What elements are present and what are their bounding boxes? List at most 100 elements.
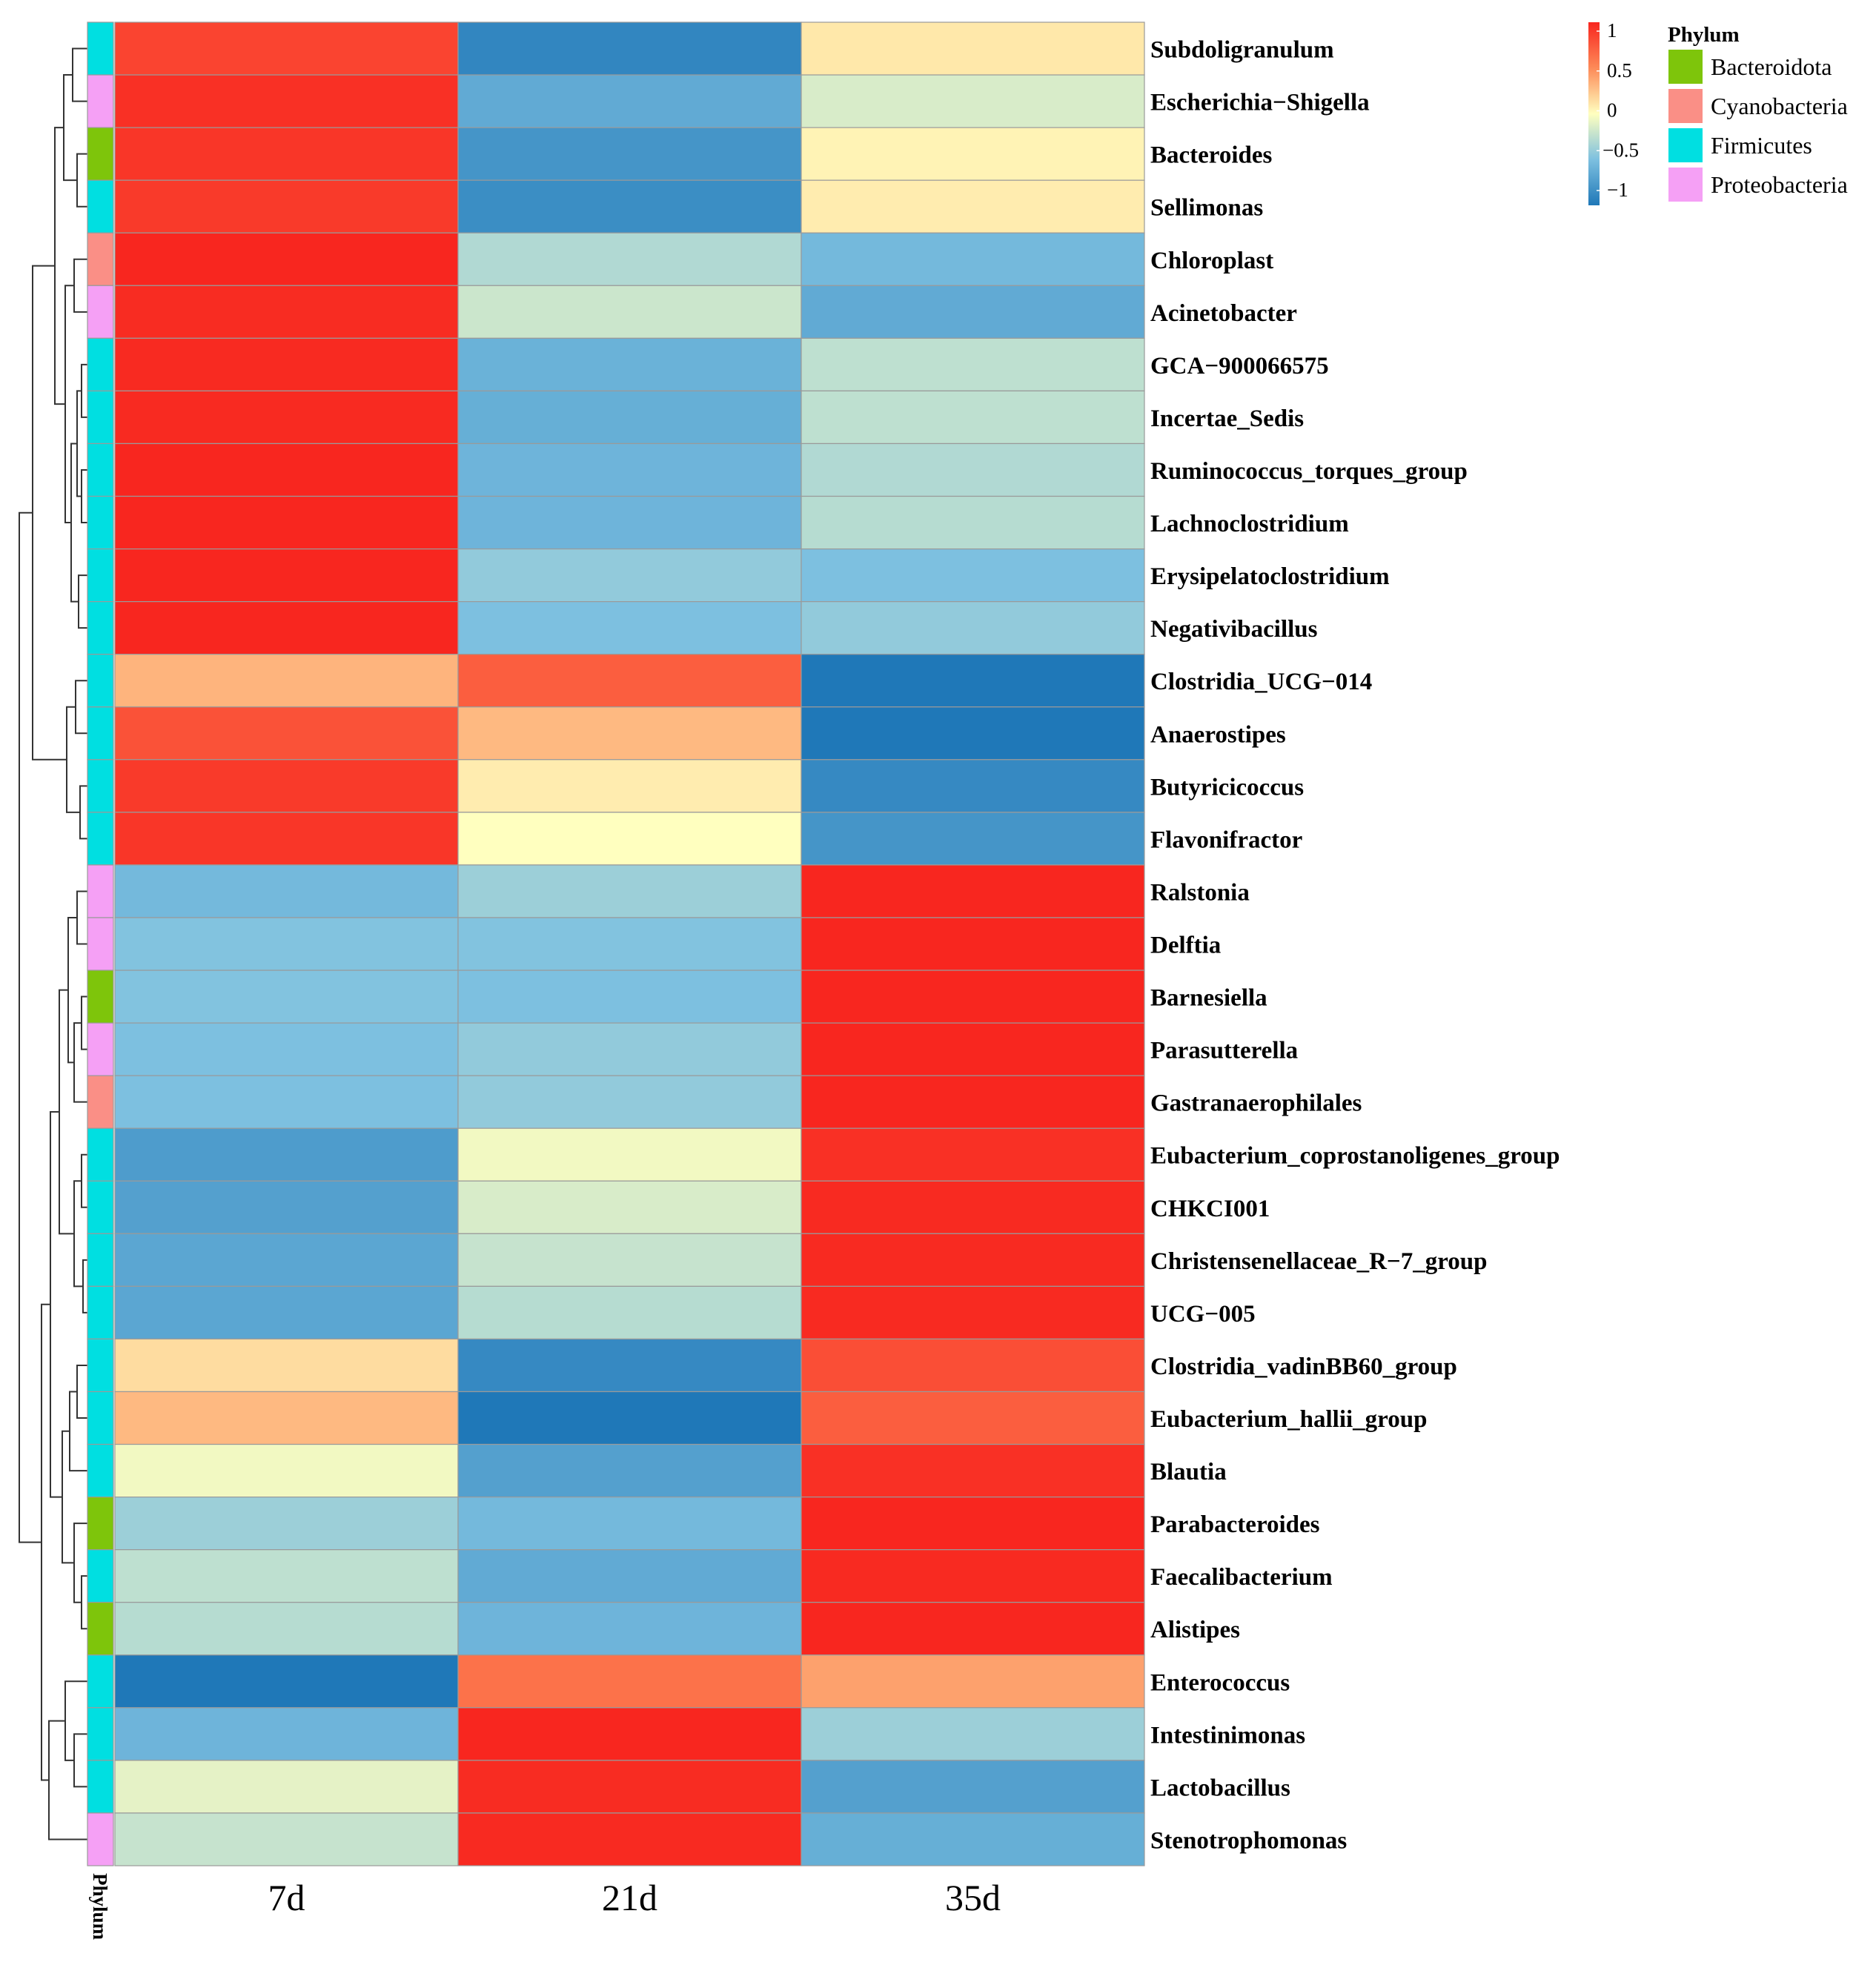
dendrogram-branch xyxy=(62,1430,74,1564)
heatmap-cell xyxy=(114,654,459,708)
row-label: Acinetobacter xyxy=(1150,300,1297,327)
column-label: 35d xyxy=(945,1877,1001,1918)
row-label: Sellimonas xyxy=(1150,195,1263,222)
heatmap-cell xyxy=(801,1812,1145,1866)
heatmap-cell xyxy=(457,917,802,971)
dendrogram-branch xyxy=(79,785,87,840)
heatmap-cell xyxy=(801,601,1145,655)
phylum-strip-cell xyxy=(87,1602,114,1656)
phylum-strip-cell xyxy=(87,1391,114,1445)
dendrogram-branch xyxy=(81,1153,87,1208)
heatmap-cell xyxy=(114,1654,459,1709)
dendrogram-branch xyxy=(67,916,77,1064)
heatmap-cell xyxy=(457,127,802,181)
heatmap-cell xyxy=(457,1602,802,1656)
row-label: Parabacteroides xyxy=(1150,1511,1320,1538)
heatmap-cell xyxy=(801,127,1145,181)
row-label: Gastranaerophilales xyxy=(1150,1090,1362,1117)
dendrogram-branch xyxy=(50,1110,62,1498)
heatmap-cell xyxy=(801,1127,1145,1182)
heatmap-cell xyxy=(801,864,1145,918)
dendrogram-branch xyxy=(81,363,87,418)
heatmap-cell xyxy=(114,443,459,497)
phylum-strip-cell xyxy=(87,390,114,445)
heatmap-cell xyxy=(114,759,459,813)
heatmap-cell xyxy=(457,1233,802,1287)
phylum-strip-cell xyxy=(87,1075,114,1129)
phylum-strip-cell xyxy=(87,1812,114,1866)
row-label: Lactobacillus xyxy=(1150,1775,1290,1801)
heatmap-cell xyxy=(801,1760,1145,1814)
heatmap-cell xyxy=(801,970,1145,1024)
heatmap-cell xyxy=(114,1391,459,1445)
heatmap-cell xyxy=(801,1285,1145,1340)
heatmap-cell xyxy=(114,127,459,181)
row-label: Flavonifractor xyxy=(1150,826,1302,853)
phylum-strip-cell xyxy=(87,812,114,866)
color-scale-tick-label: 0 xyxy=(1607,99,1617,122)
phylum-axis-label: Phylum xyxy=(89,1873,111,1941)
dendrogram-branch xyxy=(19,511,42,1543)
heatmap-cell xyxy=(457,74,802,128)
legend-label: Bacteroidota xyxy=(1711,53,1832,80)
dendrogram-branch xyxy=(76,1364,87,1419)
column-labels: 7d 21d 35d xyxy=(268,1877,1001,1918)
legend-label: Cyanobacteria xyxy=(1711,93,1848,119)
dendrogram-branch xyxy=(81,1575,87,1630)
dendrogram-branch xyxy=(81,468,87,524)
heatmap-cell xyxy=(457,495,802,550)
heatmap-cell xyxy=(114,601,459,655)
heatmap-cell xyxy=(801,1180,1145,1234)
heatmap-cell xyxy=(114,1233,459,1287)
row-labels: Subdoligranulum Escherichia−Shigella Bacte… xyxy=(1150,37,1560,1855)
row-label: Eubacterium_coprostanoligenes_group xyxy=(1150,1143,1560,1170)
phylum-annotation-strip xyxy=(87,21,114,1866)
dendrogram-branch xyxy=(64,1680,87,1761)
row-label: Escherichia−Shigella xyxy=(1150,90,1370,116)
heatmap-cell xyxy=(457,1127,802,1182)
heatmap-cell xyxy=(801,1233,1145,1287)
row-dendrogram xyxy=(19,47,87,1841)
heatmap-cell xyxy=(114,812,459,866)
heatmap-cell xyxy=(801,1338,1145,1393)
dendrogram-branch xyxy=(82,1259,87,1313)
dendrogram-branch xyxy=(48,1720,87,1841)
row-label: Chloroplast xyxy=(1150,248,1273,274)
row-label: Eubacterium_hallii_group xyxy=(1150,1406,1427,1433)
heatmap-cell xyxy=(801,759,1145,813)
heatmap-cell xyxy=(457,337,802,392)
phylum-strip-cell xyxy=(87,548,114,603)
phylum-strip-cell xyxy=(87,970,114,1024)
heatmap-cell xyxy=(114,495,459,550)
legend-swatch xyxy=(1667,127,1704,164)
dendrogram-branch xyxy=(72,47,87,102)
row-label: Lachnoclostridium xyxy=(1150,511,1349,537)
heatmap-cell xyxy=(457,1549,802,1603)
legend-swatch xyxy=(1667,48,1704,85)
heatmap-cell xyxy=(801,1549,1145,1603)
phylum-strip-cell xyxy=(87,1127,114,1182)
phylum-strip-cell xyxy=(87,1233,114,1287)
row-label: Clostridia_UCG−014 xyxy=(1150,669,1372,695)
phylum-strip-cell xyxy=(87,285,114,339)
phylum-strip-cell xyxy=(87,337,114,392)
heatmap-cell xyxy=(801,390,1145,445)
dendrogram-branch xyxy=(73,258,87,313)
phylum-strip-cell xyxy=(87,232,114,286)
row-label: Intestinimonas xyxy=(1150,1722,1305,1749)
heatmap-cell xyxy=(457,1180,802,1234)
row-label: Faecalibacterium xyxy=(1150,1564,1333,1591)
phylum-strip-cell xyxy=(87,1654,114,1709)
row-label: Alistipes xyxy=(1150,1617,1240,1643)
row-label: Incertae_Sedis xyxy=(1150,405,1304,432)
heatmap-cell xyxy=(457,1285,802,1340)
phylum-strip-cell xyxy=(87,74,114,128)
heatmap-cell xyxy=(114,179,459,233)
heatmap-cell xyxy=(114,1707,459,1761)
heatmap-cell xyxy=(114,390,459,445)
dendrogram-branch xyxy=(64,285,74,524)
heatmap-cell xyxy=(457,654,802,708)
dendrogram-branch xyxy=(66,706,80,813)
row-label: Christensenellaceae_R−7_group xyxy=(1150,1248,1488,1275)
